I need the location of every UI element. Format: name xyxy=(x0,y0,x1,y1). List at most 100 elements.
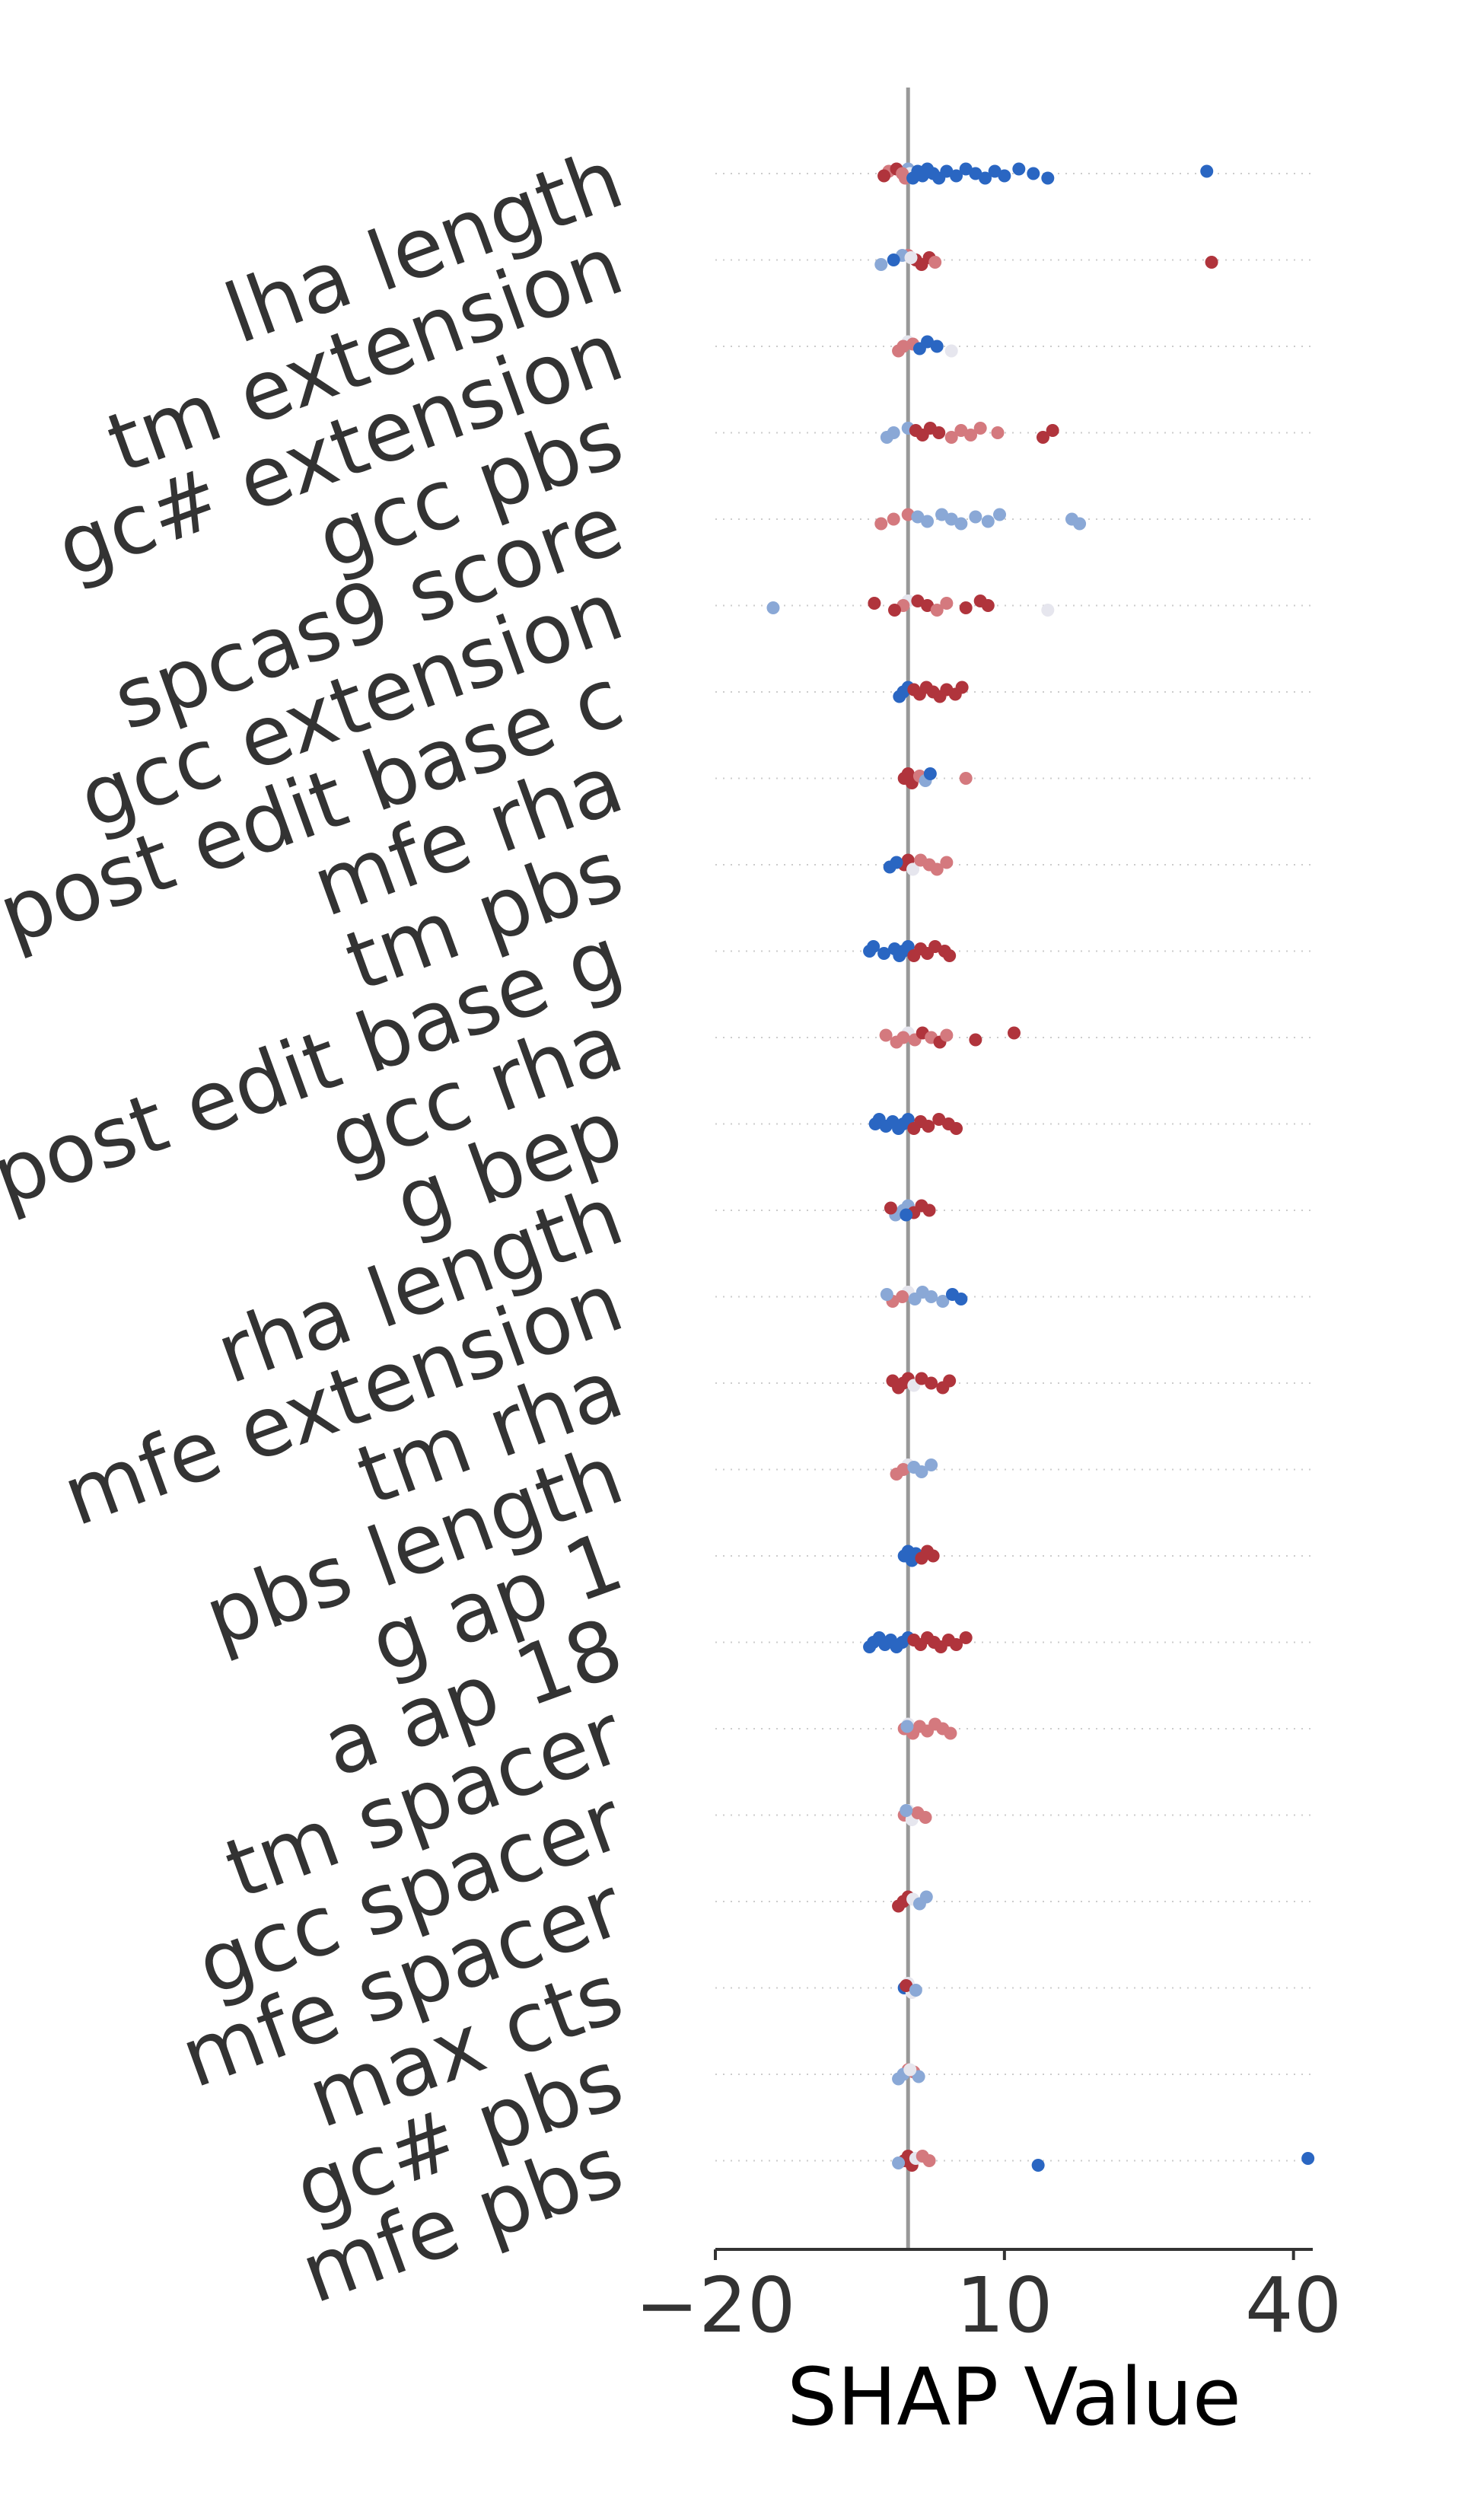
shap-point xyxy=(921,335,935,349)
shap-point xyxy=(868,1117,882,1130)
x-axis-ticks: −20 10 40 xyxy=(635,2249,1342,2350)
shap-point xyxy=(921,599,935,612)
shap-point xyxy=(922,1203,936,1217)
shap-point xyxy=(922,1120,935,1133)
shap-point xyxy=(940,856,954,869)
shap-point xyxy=(959,601,973,614)
shap-point xyxy=(955,681,969,694)
shap-point xyxy=(896,1290,909,1303)
shap-point xyxy=(874,258,888,271)
shap-point xyxy=(1041,604,1055,617)
shap-point xyxy=(969,1033,982,1047)
shap-point xyxy=(863,1640,877,1653)
shap-point xyxy=(880,1288,893,1301)
x-tick-label: −20 xyxy=(635,2261,795,2350)
shap-point xyxy=(906,862,920,876)
shap-point xyxy=(884,1201,897,1215)
shap-point xyxy=(930,862,944,876)
shap-point xyxy=(915,1372,928,1385)
shap-point xyxy=(912,2070,925,2083)
shap-point xyxy=(1073,517,1087,531)
shap-point xyxy=(940,597,954,610)
shap-point xyxy=(940,164,954,178)
shap-point xyxy=(969,167,982,180)
shap-point xyxy=(888,604,901,617)
shap-point xyxy=(880,431,893,444)
shap-point xyxy=(900,1208,913,1222)
shap-point xyxy=(919,1811,932,1824)
shap-point xyxy=(919,1890,933,1904)
shap-point xyxy=(991,426,1005,439)
shap-point xyxy=(959,1631,973,1644)
shap-point xyxy=(925,1458,938,1471)
shap-point xyxy=(1046,424,1059,437)
shap-point xyxy=(943,1374,957,1388)
shap-point xyxy=(1008,1026,1021,1040)
shap-point xyxy=(950,169,963,183)
shap-point xyxy=(900,1804,913,1817)
x-tick-label: 10 xyxy=(956,2261,1052,2350)
shap-point xyxy=(944,512,958,526)
shap-point xyxy=(1031,2159,1045,2172)
shap-point xyxy=(879,1028,893,1042)
shap-point xyxy=(874,517,888,531)
shap-point xyxy=(877,947,891,960)
shap-point xyxy=(868,597,881,610)
shap-point xyxy=(892,2072,906,2086)
shap-point xyxy=(911,595,925,607)
shap-point xyxy=(1012,162,1026,176)
shap-point xyxy=(888,942,901,955)
shap-point xyxy=(959,162,973,176)
shap-point xyxy=(932,1113,946,1126)
shap-point xyxy=(928,256,942,269)
shap-point xyxy=(1036,431,1049,444)
shap-point xyxy=(959,772,973,785)
shap-point xyxy=(900,1720,914,1733)
shap-point xyxy=(883,860,896,874)
shap-point xyxy=(886,1374,900,1388)
shap-point xyxy=(923,767,937,780)
shap-point xyxy=(969,510,982,524)
shap-point xyxy=(909,1984,922,1997)
shap-point xyxy=(890,1468,903,1481)
shap-point xyxy=(928,940,942,953)
shap-point xyxy=(979,171,992,185)
shap-point xyxy=(901,508,915,521)
shap-point xyxy=(900,1979,913,1992)
shap-point xyxy=(998,169,1011,183)
shap-point xyxy=(954,1293,968,1305)
shap-point xyxy=(944,431,958,444)
shap-point xyxy=(950,1638,963,1651)
row-grid-lines xyxy=(715,173,1313,2162)
shap-point xyxy=(925,1290,938,1303)
shap-point xyxy=(892,1899,906,1913)
shap-point xyxy=(944,344,958,358)
shap-point xyxy=(964,429,978,442)
shap-point xyxy=(896,167,909,180)
shap-point xyxy=(892,344,906,358)
shap-point xyxy=(940,1028,954,1042)
shap-point xyxy=(921,515,935,528)
shap-point xyxy=(863,945,877,958)
shap-point xyxy=(1027,167,1040,180)
shap-point xyxy=(893,690,906,703)
shap-point xyxy=(1041,171,1055,185)
shap-points xyxy=(766,162,1315,2172)
shap-point xyxy=(930,340,944,353)
shap-point xyxy=(988,164,1002,178)
shap-point xyxy=(903,2063,917,2077)
shap-point xyxy=(1200,164,1214,178)
shap-point xyxy=(930,604,944,617)
shap-point xyxy=(935,508,949,521)
shap-point xyxy=(890,1035,903,1049)
shap-point xyxy=(892,2157,906,2169)
shap-point xyxy=(981,599,995,612)
shap-point xyxy=(766,601,780,614)
x-axis-title: SHAP Value xyxy=(787,2351,1241,2443)
shap-point xyxy=(944,1726,957,1740)
shap-point xyxy=(926,1549,940,1563)
shap-point xyxy=(925,1376,938,1390)
shap-point xyxy=(887,512,900,526)
shap-point xyxy=(877,169,891,183)
shap-point xyxy=(915,1465,928,1478)
